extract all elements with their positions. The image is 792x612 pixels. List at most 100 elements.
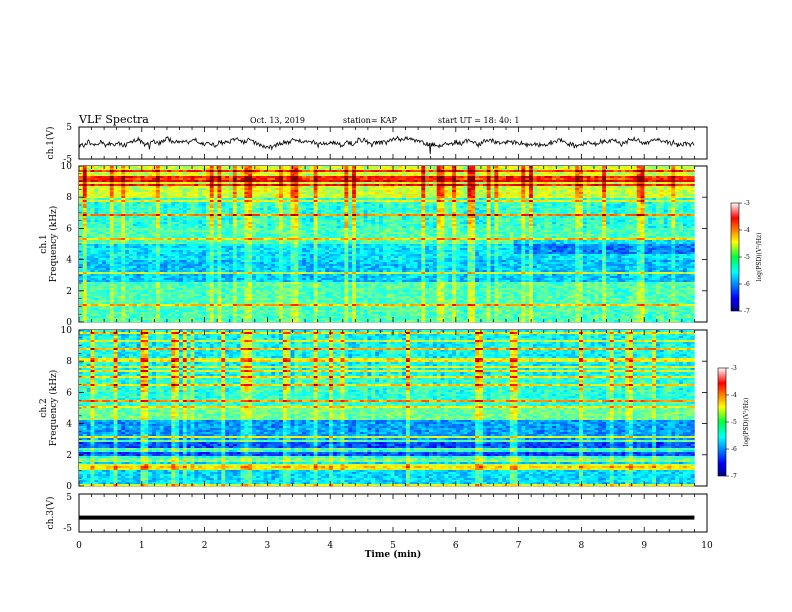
spectrogram-cell [317, 218, 322, 221]
spectrogram-cell [579, 214, 584, 217]
spectrogram-cell [79, 170, 84, 173]
spectrogram-cell [479, 200, 484, 203]
spectrogram-cell [186, 186, 191, 189]
spectrogram-cell [105, 220, 111, 223]
spectrogram-cell [679, 172, 684, 175]
spectrogram-cell [202, 180, 207, 183]
spectrogram-cell [248, 170, 253, 173]
spectrogram-cell [229, 204, 234, 207]
spectrogram-cell [367, 206, 372, 209]
spectrogram-cell [529, 198, 534, 201]
spectrogram-cell [582, 178, 588, 181]
spectrogram-cell [479, 202, 484, 205]
spectrogram-cell [94, 178, 99, 181]
spectrogram-cell [194, 166, 199, 169]
spectrogram-cell [186, 170, 191, 173]
spectrogram-cell [202, 170, 207, 173]
spectrogram-cell [186, 216, 191, 219]
spectrogram-cell [586, 190, 591, 193]
spectrogram-cell [413, 208, 418, 211]
spectrogram-cell [82, 200, 87, 203]
spectrogram-cell [252, 180, 257, 183]
spectrogram-cell [90, 212, 95, 215]
spectrogram-cell [425, 184, 430, 187]
spectrogram-cell [236, 192, 241, 195]
spectrogram-cell [552, 224, 557, 227]
spectrogram-cell [290, 182, 295, 185]
spectrogram-cell [90, 176, 95, 179]
spectrogram-cell [513, 204, 518, 207]
spectrogram-cell [117, 200, 122, 203]
spectrogram-cell [413, 204, 418, 207]
spectrogram-cell [109, 218, 114, 221]
spectrogram-cell [482, 224, 488, 227]
spectrogram-cell [682, 174, 688, 177]
spectrogram-cell [386, 226, 391, 229]
spectrogram-cell [417, 222, 422, 225]
spectrogram-cell [332, 208, 338, 211]
spectrogram-cell [290, 170, 295, 173]
spectrogram-cell [502, 190, 507, 193]
spectrogram-cell [82, 198, 87, 201]
spectrogram-cell [263, 192, 268, 195]
spectrogram-cell [129, 204, 134, 207]
spectrogram-cell [405, 218, 411, 221]
spectrogram-cell [475, 194, 480, 197]
spectrogram-cell [682, 172, 688, 175]
spectrogram-cell [159, 218, 164, 221]
spectrogram-cell [586, 214, 591, 217]
spectrogram-cell [563, 218, 568, 221]
spectrogram-cell [86, 190, 91, 193]
spectrogram-cell [190, 190, 195, 193]
spectrogram-cell [194, 218, 199, 221]
spectrogram-cell [682, 182, 688, 185]
spectrogram-cell [355, 170, 361, 173]
spectrogram-cell [640, 176, 645, 179]
spectrogram-cell [621, 190, 626, 193]
spectrogram-cell [340, 190, 345, 193]
spectrogram-cell [652, 174, 657, 177]
spectrogram-cell [636, 220, 641, 223]
spectrogram-cell [679, 196, 684, 199]
spectrogram-cell [648, 178, 653, 181]
spectrogram-cell [225, 210, 230, 213]
spectrogram-cell [329, 200, 334, 203]
spectrogram-cell [171, 170, 176, 173]
spectrogram-cell [567, 186, 572, 189]
spectrogram-cell [102, 218, 107, 221]
spectrogram-cell [525, 202, 530, 205]
spectrogram-cell [563, 190, 568, 193]
spectrogram-cell [213, 206, 218, 209]
spectrogram-cell [605, 178, 611, 181]
spectrogram-cell [232, 212, 238, 215]
spectrogram-cell [421, 214, 426, 217]
spectrogram-cell [548, 202, 553, 205]
spectrogram-cell [452, 212, 457, 215]
spectrogram-cell [325, 186, 330, 189]
spectrogram-cell [540, 206, 545, 209]
spectrogram-cell [652, 182, 657, 185]
spectrogram-cell [152, 192, 157, 195]
spectrogram-cell [655, 218, 661, 221]
spectrogram-cell [209, 192, 214, 195]
spectrogram-cell [209, 172, 214, 175]
spectrogram-cell [232, 178, 238, 181]
spectrogram-cell [332, 216, 338, 219]
spectrogram-cell [498, 198, 503, 201]
spectrogram-cell [294, 182, 299, 185]
spectrogram-cell [440, 188, 445, 191]
spectrogram-cell [271, 206, 276, 209]
spectrogram-cell [644, 176, 649, 179]
spectrogram-cell [340, 224, 345, 227]
spectrogram-cell [302, 188, 307, 191]
spectrogram-cell [521, 218, 526, 221]
spectrogram-cell [471, 218, 476, 221]
spectrogram-cell [548, 186, 553, 189]
spectrogram-cell [382, 184, 388, 187]
spectrogram-cell [405, 200, 411, 203]
spectrogram-cell [605, 214, 611, 217]
spectrogram-cell [690, 206, 695, 209]
spectrogram-cell [282, 218, 288, 221]
spectrogram-cell [467, 194, 472, 197]
spectrogram-cell [521, 182, 526, 185]
